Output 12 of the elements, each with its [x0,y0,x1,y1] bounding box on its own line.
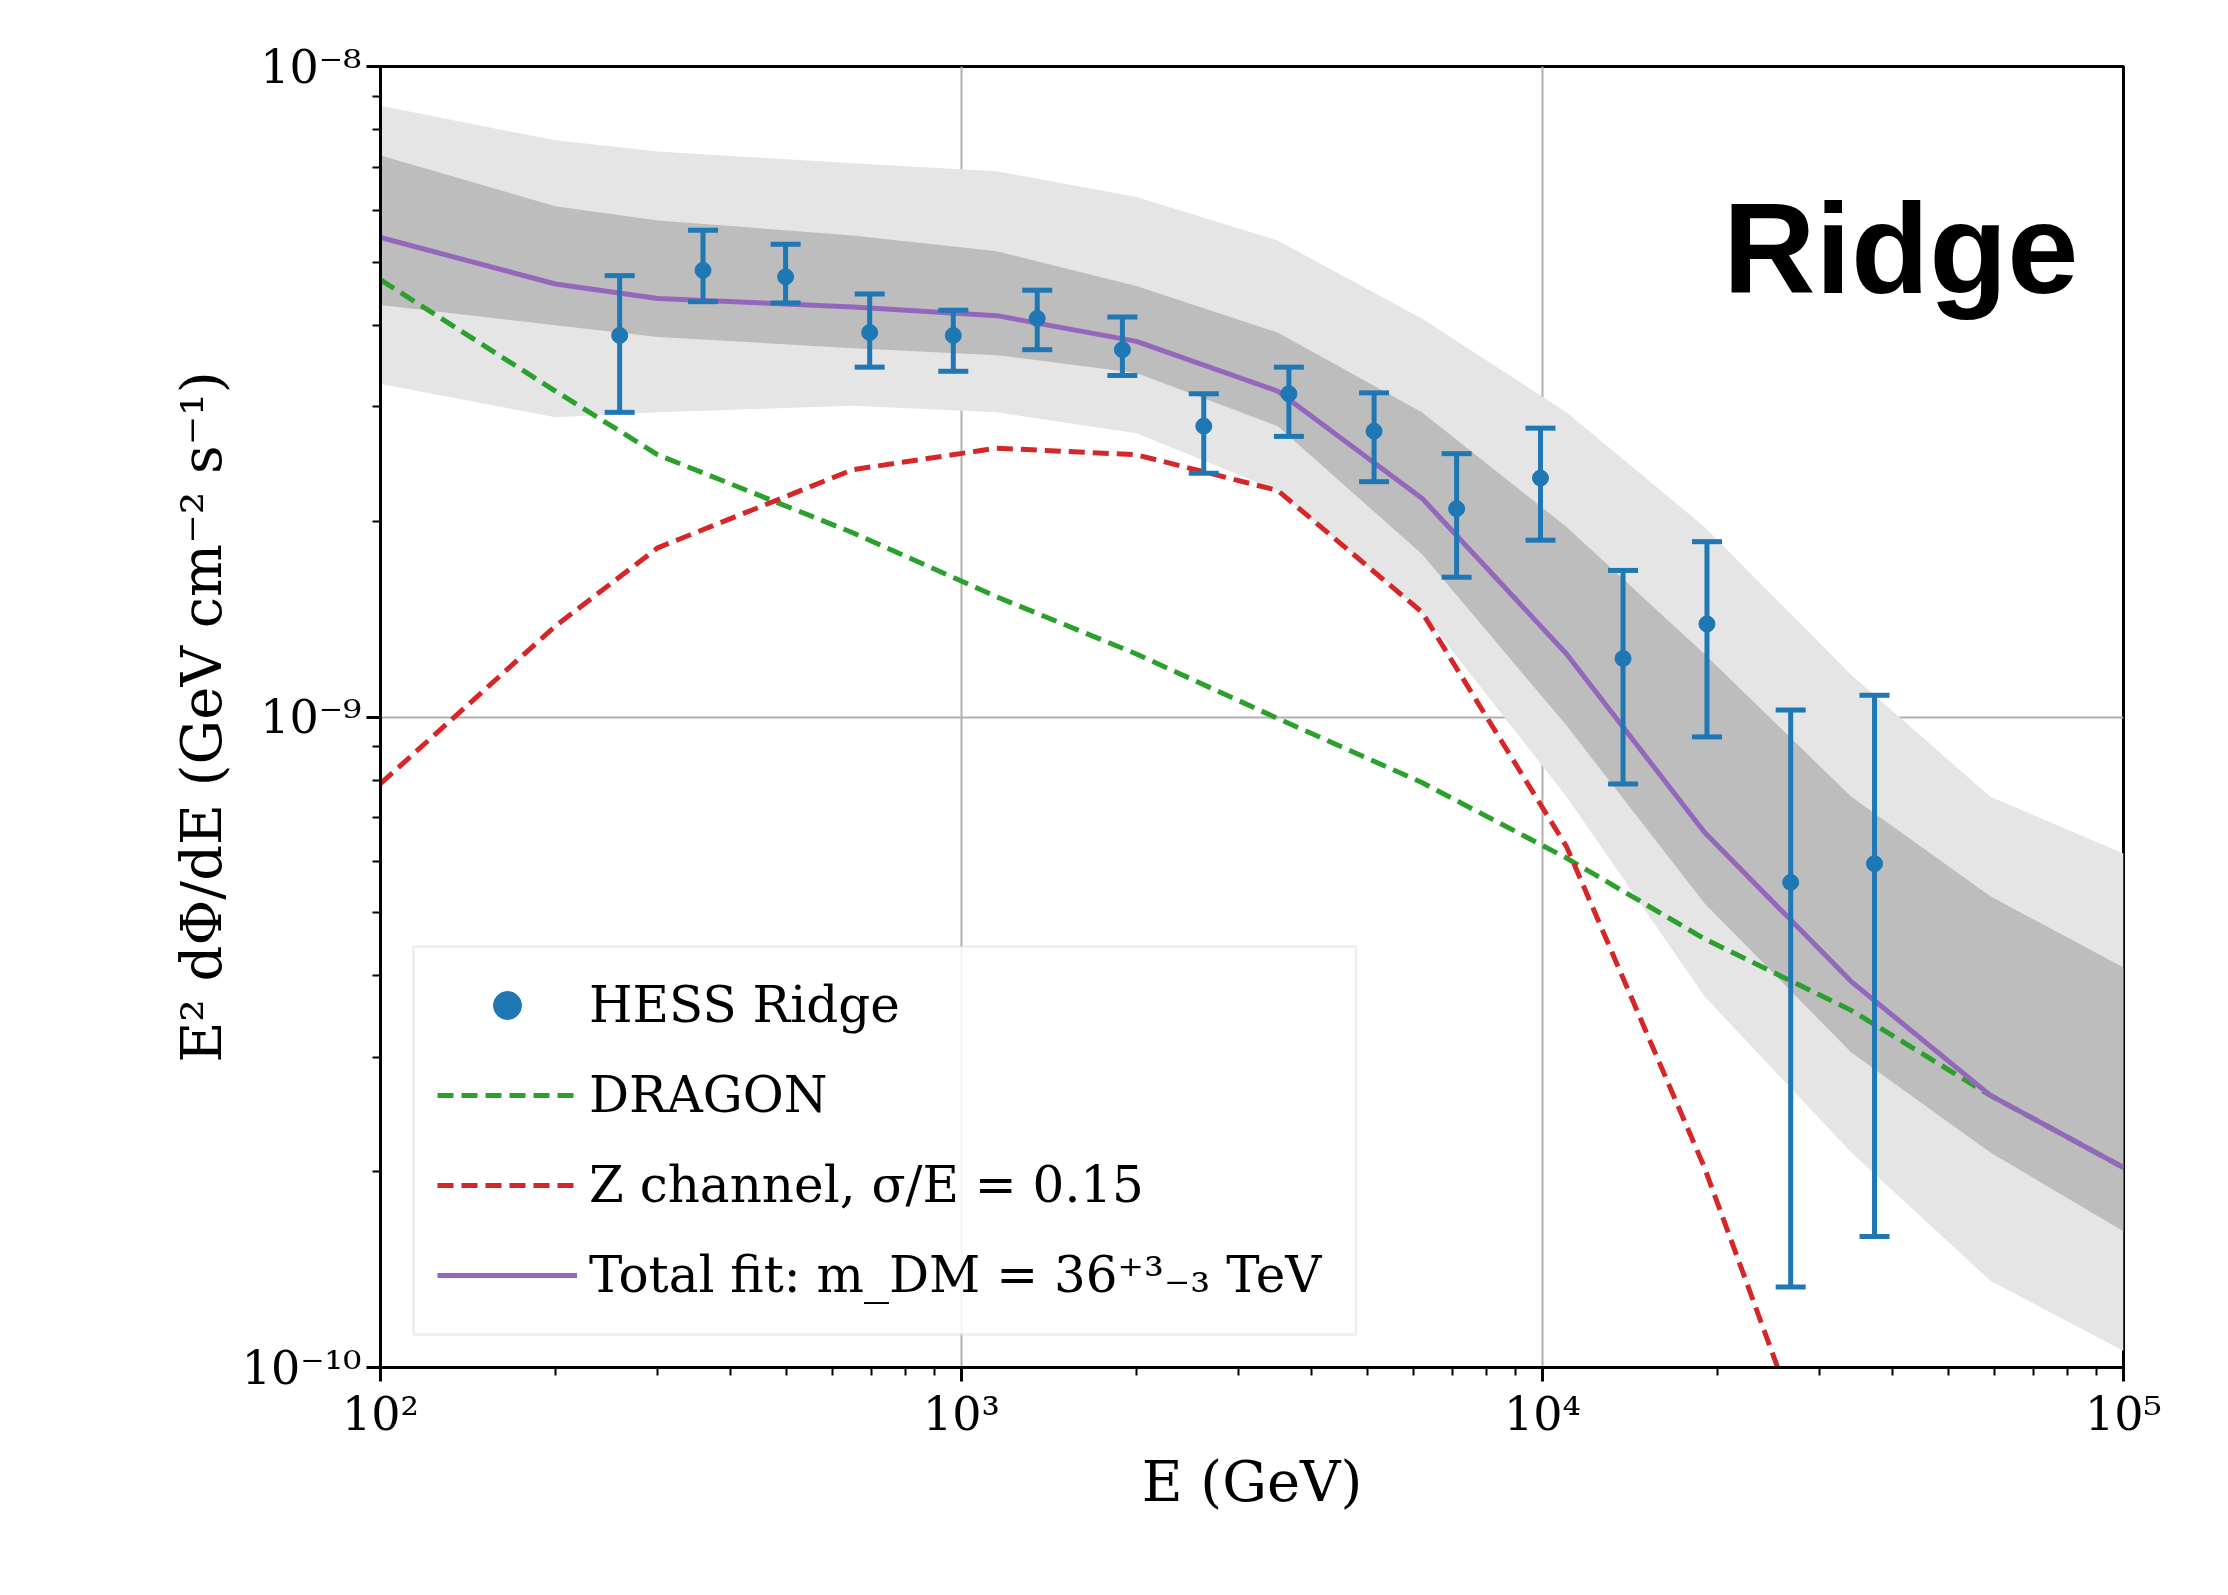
x-tick-label: 10⁴ [1504,1386,1581,1441]
text: Ridge [1722,176,2079,320]
y-axis-title: E² dΦ/dE (GeV cm⁻² s⁻¹) [168,371,234,1063]
x-tick-label: 10³ [923,1386,1000,1441]
legend-label: Total fit: m_DM = 36⁺³₋₃ TeV [589,1245,1323,1306]
legend-label: HESS Ridge [589,975,901,1036]
x-tick-label: 10⁵ [2085,1386,2162,1441]
y-tick-label: 10⁻⁸ [260,39,362,94]
y-tick-label: 10⁻⁹ [260,690,362,744]
legend-label: Z channel, σ/E = 0.15 [589,1155,1145,1216]
legend-label: DRAGON [589,1065,829,1126]
x-axis-title: E (GeV) [1141,1448,1363,1514]
